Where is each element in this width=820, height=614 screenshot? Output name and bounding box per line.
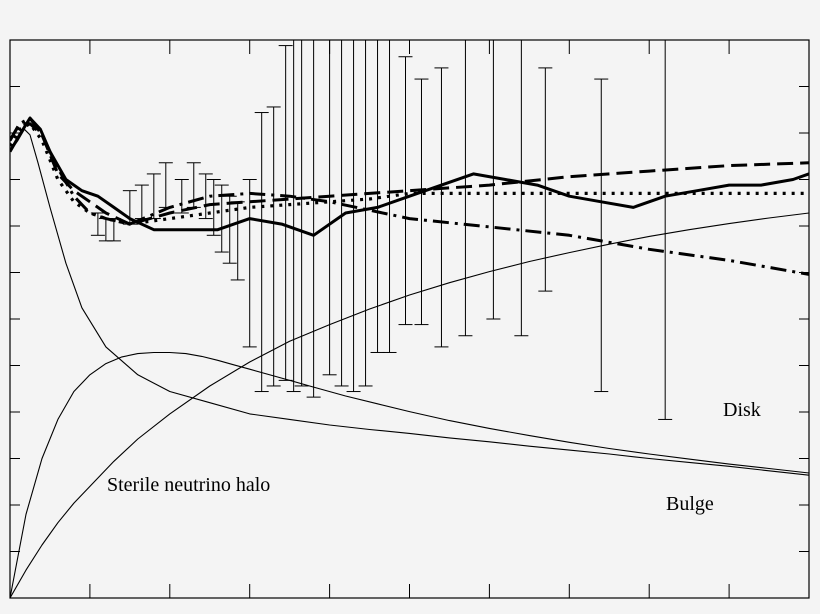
error-bar: [334, 40, 349, 387]
axis-ticks: [10, 40, 809, 598]
error-bars-layer: [90, 40, 673, 420]
error-bar: [198, 173, 213, 220]
error-bar: [206, 179, 221, 236]
series-line-0-solid-thick: [10, 116, 809, 237]
error-bar: [214, 184, 229, 253]
error-bar: [186, 162, 201, 208]
series-line-6-dash-dot: [10, 116, 809, 276]
error-bar: [122, 190, 137, 225]
error-bar: [294, 40, 309, 387]
error-bar: [146, 173, 161, 220]
error-bar: [346, 40, 361, 393]
error-bar: [414, 78, 429, 326]
error-bar: [278, 45, 293, 381]
error-bar: [286, 40, 301, 393]
error-bar: [358, 40, 373, 387]
error-bar: [222, 195, 237, 264]
curves-layer: [10, 116, 809, 598]
error-bar: [382, 40, 397, 353]
error-bar: [398, 56, 413, 326]
error-bar: [230, 201, 245, 281]
halo-annotation: Sterile neutrino halo: [107, 474, 270, 496]
error-bar: [90, 212, 105, 236]
bulge-annotation: Bulge: [666, 493, 714, 515]
series-line-2-solid-thin: [10, 351, 809, 598]
error-bar: [458, 40, 473, 337]
error-bar: [370, 40, 385, 353]
error-bar: [658, 40, 673, 420]
error-bar: [106, 218, 121, 242]
error-bar: [486, 40, 501, 320]
series-line-5-dotted: [10, 122, 809, 226]
series-line-1-solid-thin: [10, 128, 809, 476]
error-bar: [254, 112, 269, 393]
error-bar: [174, 179, 189, 214]
error-bar: [538, 67, 553, 292]
error-bar: [158, 162, 173, 208]
plot-frame: [9, 39, 810, 599]
error-bar: [134, 184, 149, 220]
error-bar: [242, 179, 257, 348]
error-bar: [514, 40, 529, 337]
error-bar: [594, 78, 609, 393]
error-bar: [434, 67, 449, 348]
error-bar: [266, 106, 281, 387]
disk-annotation: Disk: [723, 399, 761, 421]
error-bar: [306, 40, 321, 398]
